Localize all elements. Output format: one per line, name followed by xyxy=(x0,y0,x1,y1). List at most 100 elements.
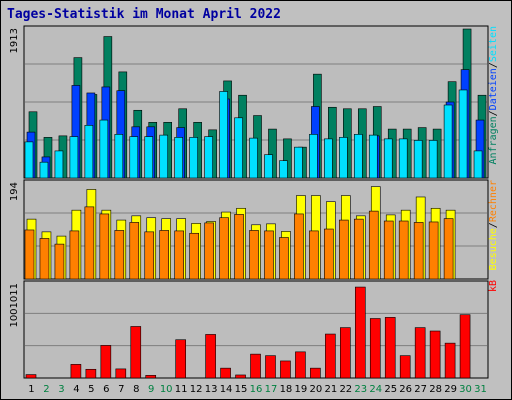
x-tick-label: 30 xyxy=(459,384,472,395)
bar-seiten-day-23 xyxy=(353,134,363,179)
bar-kb-day-15 xyxy=(235,374,246,379)
bar-kb-day-25 xyxy=(384,317,396,379)
bar-kb-day-19 xyxy=(295,351,306,379)
bar-kb-day-17 xyxy=(265,355,276,379)
y-tick-label: 1001011 xyxy=(9,283,20,328)
bar-seiten-day-19 xyxy=(294,146,303,179)
x-tick-label: 6 xyxy=(103,384,109,395)
bar-kb-day-20 xyxy=(310,367,321,379)
bar-seiten-day-28 xyxy=(428,140,438,179)
bar-kb-day-5 xyxy=(85,368,97,379)
bar-seiten-day-9 xyxy=(144,136,154,179)
bar-rechner-day-4 xyxy=(69,230,80,280)
bar-kb-day-4 xyxy=(70,364,82,379)
bar-kb-day-9 xyxy=(145,375,157,379)
page-title: Tages-Statistik im Monat April 2022 xyxy=(7,7,281,22)
bar-rechner-day-13 xyxy=(204,222,214,280)
bar-seiten-day-25 xyxy=(383,138,393,179)
bar-seiten-day-22 xyxy=(339,137,348,179)
bar-seiten-day-20 xyxy=(309,134,318,179)
x-tick-label: 26 xyxy=(399,384,412,395)
legend-entry: Anfragen xyxy=(488,116,499,164)
x-tick-label: 2 xyxy=(43,384,49,395)
bar-rechner-day-10 xyxy=(159,230,170,280)
bar-kb-day-29 xyxy=(444,342,456,379)
bar-rechner-day-27 xyxy=(413,222,424,280)
bar-rechner-day-5 xyxy=(84,206,95,280)
x-tick-label: 23 xyxy=(354,384,367,395)
bar-seiten-day-13 xyxy=(204,136,213,179)
bar-seiten-day-18 xyxy=(279,160,288,179)
bar-rechner-day-17 xyxy=(264,230,274,280)
panel-top: 1913 xyxy=(9,25,489,179)
bar-rechner-day-15 xyxy=(234,214,244,280)
legend-entry: Dateien xyxy=(488,68,499,110)
bar-kb-day-23 xyxy=(354,286,366,379)
bar-seiten-day-21 xyxy=(324,138,333,179)
bar-seiten-day-15 xyxy=(234,117,243,179)
bar-kb-day-21 xyxy=(325,333,336,379)
bar-seiten-day-27 xyxy=(413,140,423,179)
bar-seiten-day-16 xyxy=(249,137,258,179)
legend-entry: Rechner xyxy=(488,180,499,222)
x-tick-label: 24 xyxy=(369,384,382,395)
bar-seiten-day-5 xyxy=(84,125,94,179)
bar-kb-day-1 xyxy=(25,374,37,379)
x-tick-label: 20 xyxy=(310,384,323,395)
x-tick-label: 1 xyxy=(28,384,34,395)
x-tick-label: 16 xyxy=(250,384,263,395)
bar-rechner-day-1 xyxy=(24,229,35,280)
bar-seiten-day-10 xyxy=(159,134,169,179)
bar-seiten-day-12 xyxy=(189,137,198,179)
x-axis-labels: 1 2 3 4 5 6 7 8 9 10 11 12 13 14 15 16 17 18 19 20 21 22 23 24 2… xyxy=(28,384,487,395)
bar-rechner-day-22 xyxy=(339,219,349,280)
bar-rechner-day-12 xyxy=(189,232,199,280)
x-tick-label: 7 xyxy=(118,384,124,395)
bar-rechner-day-3 xyxy=(54,243,65,280)
bar-seiten-day-29 xyxy=(443,104,453,179)
x-tick-label: 12 xyxy=(190,384,203,395)
x-tick-label: 10 xyxy=(160,384,173,395)
x-tick-label: 21 xyxy=(324,384,337,395)
bar-rechner-day-28 xyxy=(428,221,439,280)
y-tick-label: 194 xyxy=(9,182,20,201)
x-tick-label: 5 xyxy=(88,384,94,395)
legend-entry: / xyxy=(488,222,499,228)
bar-seiten-day-26 xyxy=(398,138,408,179)
bar-rechner-day-2 xyxy=(39,238,50,280)
legend-top: Anfragen/Dateien/Seiten xyxy=(488,26,499,165)
bar-rechner-day-29 xyxy=(443,218,454,280)
bar-rechner-day-6 xyxy=(99,213,110,280)
x-tick-label: 29 xyxy=(444,384,457,395)
x-tick-label: 14 xyxy=(220,384,233,395)
bar-seiten-day-8 xyxy=(129,136,139,179)
bar-rechner-day-23 xyxy=(353,218,364,280)
bar-kb-day-16 xyxy=(250,353,261,379)
bar-rechner-day-24 xyxy=(368,210,379,280)
legend-entry: Besuche xyxy=(488,228,499,270)
legend-entry: / xyxy=(488,62,499,68)
bar-seiten-day-17 xyxy=(264,154,273,179)
x-tick-label: 31 xyxy=(474,384,487,395)
bar-kb-day-24 xyxy=(369,318,381,379)
x-tick-label: 25 xyxy=(384,384,397,395)
bar-seiten-day-1 xyxy=(24,141,34,179)
x-tick-label: 28 xyxy=(429,384,442,395)
legend-bottom: kB xyxy=(488,280,499,292)
x-tick-label: 15 xyxy=(235,384,248,395)
x-tick-label: 11 xyxy=(175,384,188,395)
x-tick-label: 8 xyxy=(133,384,139,395)
legend-entry: kB xyxy=(488,280,499,292)
bar-seiten-day-24 xyxy=(368,134,378,179)
bar-kb-day-27 xyxy=(414,327,426,379)
bar-seiten-day-14 xyxy=(219,91,228,179)
bar-kb-day-7 xyxy=(115,368,127,379)
bar-rechner-day-8 xyxy=(129,222,140,280)
bar-seiten-day-2 xyxy=(39,161,49,179)
x-tick-label: 4 xyxy=(73,384,79,395)
x-tick-label: 22 xyxy=(339,384,352,395)
legend-entry: Seiten xyxy=(488,26,499,62)
bar-kb-day-26 xyxy=(399,355,411,379)
bar-seiten-day-31 xyxy=(473,150,483,179)
